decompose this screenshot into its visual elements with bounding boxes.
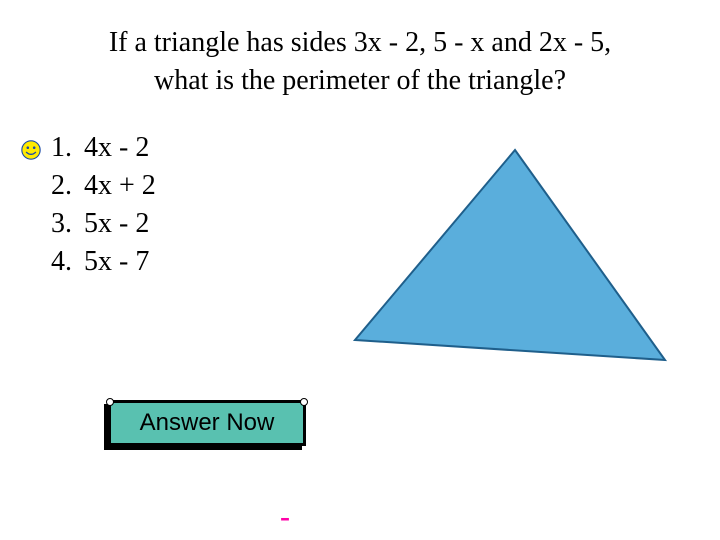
answer-number: 4. [44, 246, 84, 278]
smiley-icon [20, 137, 42, 159]
answer-number: 3. [44, 208, 84, 240]
answer-now-label: Answer Now [140, 409, 275, 437]
answer-number: 1. [44, 132, 84, 164]
answer-text: 4x - 2 [84, 132, 149, 164]
answer-option-1[interactable]: 1. 4x - 2 [20, 132, 156, 164]
icon-placeholder [20, 213, 42, 235]
answers-list: 1. 4x - 2 2. 4x + 2 3. 5x - 2 4. 5x - 7 [20, 128, 156, 278]
answer-text: 5x - 7 [84, 246, 149, 278]
answer-option-3[interactable]: 3. 5x - 2 [20, 208, 156, 240]
triangle-figure [345, 140, 675, 390]
answer-option-4[interactable]: 4. 5x - 7 [20, 246, 156, 278]
answer-text: 4x + 2 [84, 170, 156, 202]
icon-placeholder [20, 251, 42, 273]
answer-now-button[interactable]: Answer Now [108, 400, 306, 446]
triangle-shape [355, 150, 665, 360]
icon-placeholder [20, 175, 42, 197]
answer-number: 2. [44, 170, 84, 202]
dash-mark: - [280, 500, 290, 534]
question-text: If a triangle has sides 3x - 2, 5 - x an… [0, 0, 720, 100]
answer-text: 5x - 2 [84, 208, 149, 240]
question-line-1: If a triangle has sides 3x - 2, 5 - x an… [109, 27, 611, 58]
question-line-2: what is the perimeter of the triangle? [154, 65, 566, 96]
answer-option-2[interactable]: 2. 4x + 2 [20, 170, 156, 202]
